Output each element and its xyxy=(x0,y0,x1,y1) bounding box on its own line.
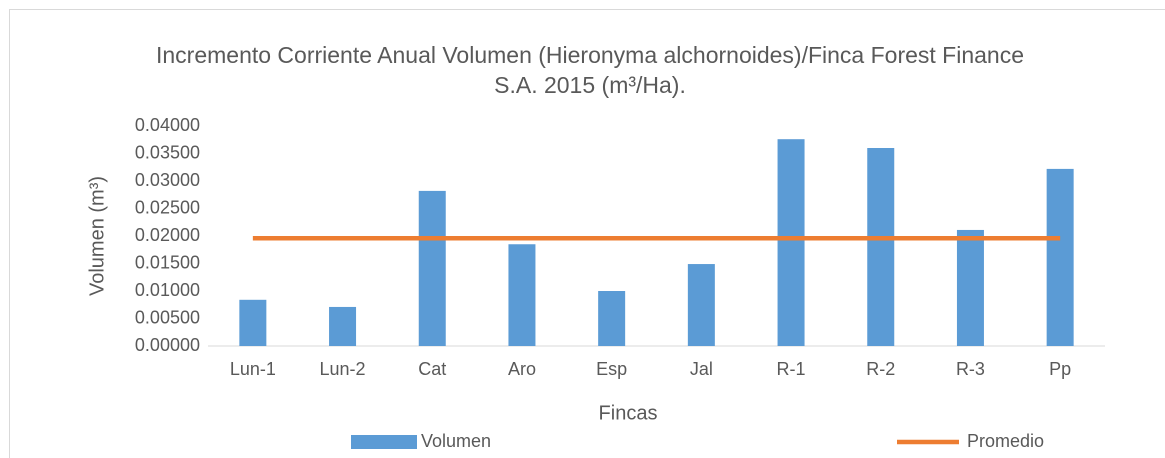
bar xyxy=(598,291,626,346)
x-tick-label: R-3 xyxy=(956,359,985,379)
x-tick-label: Jal xyxy=(690,359,713,379)
x-tick-label: Cat xyxy=(418,359,446,379)
bar xyxy=(1046,168,1074,346)
bar xyxy=(418,190,446,346)
bar xyxy=(777,139,805,346)
y-tick-label: 0.03500 xyxy=(135,142,200,162)
y-tick-label: 0.00000 xyxy=(135,335,200,355)
x-tick-label: Pp xyxy=(1049,359,1071,379)
bar xyxy=(867,148,895,346)
legend-swatch xyxy=(351,435,417,449)
y-tick-label: 0.02000 xyxy=(135,225,200,245)
x-tick-label: Lun-1 xyxy=(230,359,276,379)
y-tick-label: 0.03000 xyxy=(135,170,200,190)
bar xyxy=(508,244,536,346)
x-axis-label: Fincas xyxy=(599,402,658,424)
chart-title: Incremento Corriente Anual Volumen (Hier… xyxy=(155,42,1025,98)
y-tick-label: 0.02500 xyxy=(135,197,200,217)
y-tick-label: 0.04000 xyxy=(135,115,200,135)
x-tick-label: Lun-2 xyxy=(320,359,366,379)
x-tick-label: Aro xyxy=(508,359,536,379)
x-tick-label: R-2 xyxy=(866,359,895,379)
y-tick-label: 0.01000 xyxy=(135,280,200,300)
legend-label: Volumen xyxy=(421,431,491,451)
bar xyxy=(956,229,984,346)
legend-label: Promedio xyxy=(967,431,1044,451)
y-tick-label: 0.01500 xyxy=(135,252,200,272)
x-tick-label: R-1 xyxy=(777,359,806,379)
bar xyxy=(687,264,715,346)
x-tick-label: Esp xyxy=(596,359,627,379)
chart-frame xyxy=(9,9,1165,458)
y-axis-label: Volumen (m³) xyxy=(86,176,108,296)
bar xyxy=(329,306,357,346)
y-tick-label: 0.00500 xyxy=(135,307,200,327)
bar xyxy=(239,299,267,346)
